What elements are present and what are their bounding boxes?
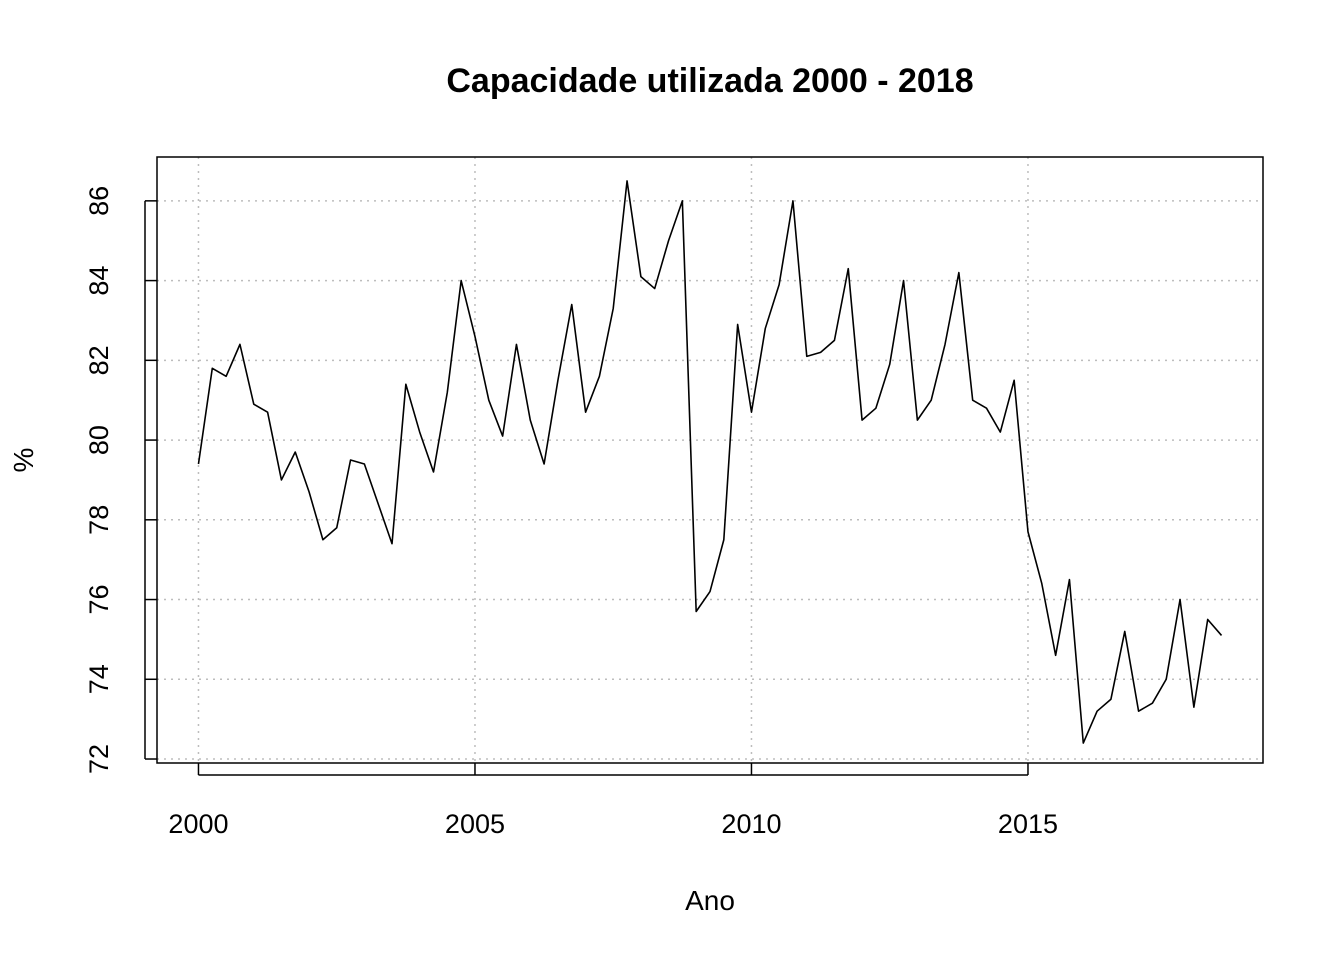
series-line xyxy=(197,180,1223,744)
grid xyxy=(157,157,1263,763)
y-tick-label: 80 xyxy=(84,425,114,455)
y-tick-label: 76 xyxy=(84,585,114,615)
x-tick-label: 2005 xyxy=(445,809,505,839)
x-axis: 2000 2005 2010 2015 xyxy=(168,763,1058,839)
y-tick-label: 86 xyxy=(84,186,114,216)
y-tick-label: 82 xyxy=(84,345,114,375)
y-axis: 72 74 76 78 80 82 84 86 xyxy=(84,186,157,774)
chart-title: Capacidade utilizada 2000 - 2018 xyxy=(446,62,973,100)
x-tick-label: 2000 xyxy=(168,809,228,839)
x-axis-label: Ano xyxy=(685,885,735,916)
y-axis-label: % xyxy=(8,448,39,473)
y-tick-label: 84 xyxy=(84,266,114,296)
plot-frame xyxy=(156,156,1264,764)
x-tick-label: 2010 xyxy=(721,809,781,839)
series-layer xyxy=(197,180,1223,744)
y-tick-label: 72 xyxy=(84,744,114,774)
y-tick-label: 78 xyxy=(84,505,114,535)
y-tick-label: 74 xyxy=(84,664,114,694)
x-tick-label: 2015 xyxy=(998,809,1058,839)
